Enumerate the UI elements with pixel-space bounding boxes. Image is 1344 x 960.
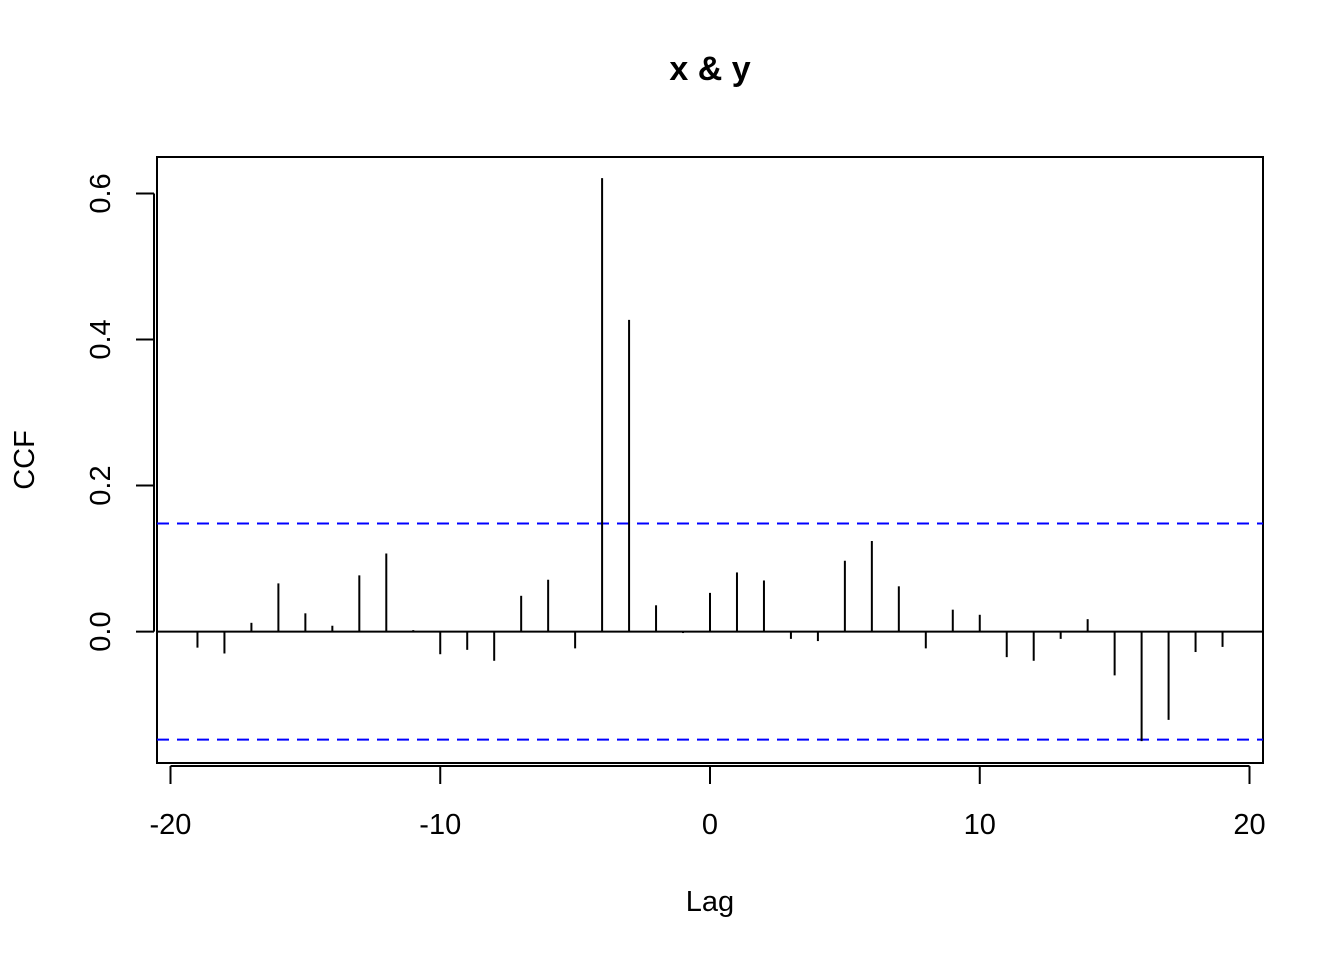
confidence-bounds (157, 522, 1263, 741)
x-tick-label: 20 (1233, 809, 1265, 841)
x-tick-label: -10 (419, 809, 461, 841)
y-tick-label: 0.4 (85, 319, 117, 359)
x-axis-label: Lag (686, 886, 734, 918)
ccf-bars (196, 178, 1224, 742)
x-tick-label: -20 (150, 809, 192, 841)
y-axis-label: CCF (9, 430, 41, 490)
y-axis: 0.0 0.2 0.4 0.6 (85, 173, 155, 652)
plot-frame (156, 156, 1264, 764)
chart-title: x & y (669, 50, 750, 88)
x-axis: -20 -10 0 10 20 (150, 765, 1266, 841)
y-tick-label: 0.6 (85, 173, 117, 213)
x-tick-label: 0 (702, 809, 718, 841)
x-tick-label: 10 (964, 809, 996, 841)
y-tick-label: 0.2 (85, 465, 117, 505)
y-tick-label: 0.0 (85, 611, 117, 651)
